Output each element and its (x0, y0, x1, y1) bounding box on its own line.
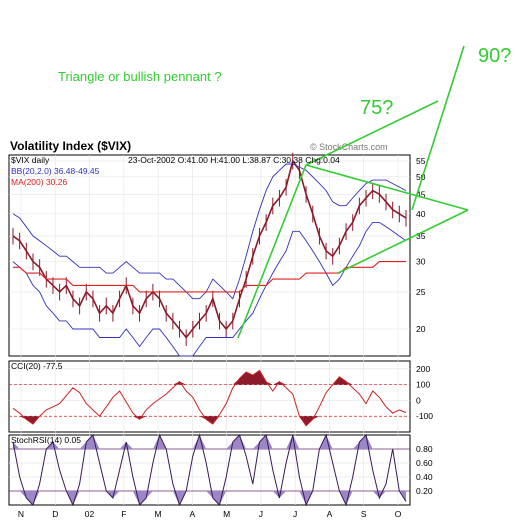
cci-y-tick-label: 100 (416, 380, 430, 390)
trendline-target-75 (305, 100, 439, 166)
cci-oversold-fill (13, 416, 406, 426)
x-tick-label: M (223, 509, 230, 519)
price-y-tick-label: 35 (416, 231, 426, 241)
annotation-target-90: 90? (478, 45, 511, 67)
price-y-tick-label: 40 (416, 209, 426, 219)
stochrsi-panel (9, 433, 410, 507)
x-tick-label: J (259, 509, 263, 519)
price-y-tick-label: 55 (416, 156, 426, 166)
stochrsi-label: StochRSI(14) 0.05 (11, 435, 81, 445)
series-line-bb-20-2-0-upper (12, 163, 407, 300)
panel-frame-1 (8, 154, 411, 357)
trendline-annotations (237, 45, 469, 339)
axis-labels: N D 02 F M A M J J A S O 20 25 30 35 40 45 50 55 200 100 0 -100… (18, 156, 433, 519)
series-line-stochrsi (12, 433, 407, 507)
trendline-upper (305, 164, 469, 211)
x-tick-label: A (190, 509, 196, 519)
x-tick-label: F (121, 509, 126, 519)
x-tick-label: N (18, 509, 24, 519)
price-y-tick-label: 25 (416, 287, 426, 297)
price-y-tick-label: 30 (416, 257, 426, 267)
bb-label: BB(20,2.0) 36.48-49.45 (11, 166, 100, 176)
series-line-cci (12, 369, 407, 427)
watermark: © StockCharts.com (310, 142, 388, 152)
series-line-bb-20-2-0-lower (12, 221, 407, 357)
chart-title: Volatility Index ($VIX) (10, 139, 131, 153)
x-tick-label: S (361, 509, 367, 519)
price-y-tick-label: 45 (416, 189, 426, 199)
series-line--vix-daily (12, 159, 407, 339)
cci-y-tick-label: 0 (416, 395, 421, 405)
x-tick-label: J (293, 509, 297, 519)
ma-label: MA(200) 30.26 (11, 177, 67, 187)
x-tick-label: A (327, 509, 333, 519)
trendline-target-90 (411, 45, 465, 211)
price-y-tick-label: 50 (416, 172, 426, 182)
x-tick-label: M (155, 509, 162, 519)
stoch-y-tick-label: 0.80 (416, 444, 433, 454)
annotation-question: Triangle or bullish pennant ? (58, 69, 222, 84)
cci-panel (9, 368, 410, 427)
stoch-y-tick-label: 0.20 (416, 486, 433, 496)
x-tick-label: 02 (85, 509, 95, 519)
trendline-lower (337, 209, 469, 274)
price-y-tick-label: 20 (416, 324, 426, 334)
x-tick-label: O (395, 509, 402, 519)
stoch-y-tick-label: 0.60 (416, 458, 433, 468)
symbol-label: $VIX daily (11, 155, 50, 165)
cci-y-tick-label: 200 (416, 364, 430, 374)
cci-label: CCI(20) -77.5 (11, 361, 63, 371)
trendline-rise (237, 164, 307, 339)
x-tick-label: D (52, 509, 58, 519)
annotation-target-75: 75? (360, 97, 393, 119)
quote-label: 23-Oct-2002 O:41.00 H:41.00 L:38.87 C:30… (128, 155, 340, 165)
panel-frames (8, 154, 411, 506)
stoch-y-tick-label: 0.40 (416, 472, 433, 482)
cci-y-tick-label: -100 (416, 411, 433, 421)
